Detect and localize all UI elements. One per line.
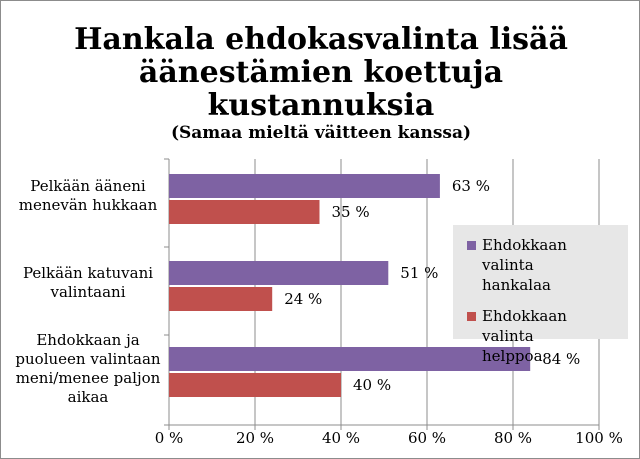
- data-label-s1-c1: 63 %: [451, 177, 490, 195]
- legend: Ehdokkaan valinta hankalaa Ehdokkaan val…: [453, 225, 628, 365]
- x-tick-label-100: 100 %: [575, 429, 623, 447]
- category-label-1: Pelkään ääneni menevän hukkaan: [13, 177, 163, 215]
- category-label-3-line-3: meni/menee paljon: [15, 369, 161, 387]
- data-label-s1-c3: 84 %: [542, 350, 581, 368]
- chart-title-block: Hankala ehdokasvalinta lisää äänestämien…: [61, 23, 581, 144]
- data-label-s2-c1: 35 %: [331, 203, 370, 221]
- category-label-2-line-1: Pelkään katuvani: [22, 264, 154, 282]
- category-label-2: Pelkään katuvani valintaani: [13, 264, 163, 302]
- category-label-3-line-2: puolueen valintaan: [15, 350, 161, 368]
- bar-s2-c3: [169, 373, 341, 397]
- bar-s1-c1: [169, 174, 440, 198]
- legend-label-helppoa-line-2: helppoa: [482, 347, 543, 365]
- x-tick-label-60: 60 %: [407, 429, 447, 447]
- legend-item-hankalaa: Ehdokkaan valinta hankalaa: [467, 235, 620, 295]
- chart-subtitle: (Samaa mieltä väitteen kanssa): [170, 123, 472, 143]
- x-tick-label-40: 40 %: [321, 429, 361, 447]
- category-label-2-line-2: valintaani: [50, 283, 126, 301]
- legend-label-hankalaa: Ehdokkaan valinta hankalaa: [482, 235, 620, 295]
- data-label-s2-c2: 24 %: [284, 290, 323, 308]
- legend-label-helppoa-line-1: Ehdokkaan valinta: [482, 307, 567, 345]
- chart-title-line-1: Hankala ehdokasvalinta lisää: [74, 22, 568, 57]
- bar-s1-c2: [169, 261, 389, 285]
- bar-s1-c3: [169, 347, 531, 371]
- legend-swatch-helppoa: [467, 312, 476, 321]
- chart-title-line-3: kustannuksia: [207, 88, 435, 123]
- legend-label-helppoa: Ehdokkaan valinta helppoa: [482, 306, 620, 366]
- data-label-s1-c2: 51 %: [400, 264, 439, 282]
- category-label-3-line-1: Ehdokkaan ja: [36, 331, 140, 349]
- x-tick-label-80: 80 %: [493, 429, 533, 447]
- legend-label-hankalaa-line-2: hankalaa: [482, 276, 551, 294]
- category-label-1-line-2: menevän hukkaan: [18, 196, 158, 214]
- category-label-3: Ehdokkaan ja puolueen valintaan meni/men…: [13, 331, 163, 407]
- bar-s2-c2: [169, 287, 273, 311]
- bar-s2-c1: [169, 200, 320, 224]
- chart-title-line-2: äänestämien koettuja: [138, 55, 504, 90]
- legend-swatch-hankalaa: [467, 241, 476, 250]
- category-label-3-line-4: aikaa: [67, 388, 109, 406]
- data-label-s2-c3: 40 %: [353, 376, 392, 394]
- legend-label-hankalaa-line-1: Ehdokkaan valinta: [482, 236, 567, 274]
- x-tick-label-0: 0 %: [154, 429, 184, 447]
- category-label-1-line-1: Pelkään ääneni: [30, 177, 146, 195]
- legend-item-helppoa: Ehdokkaan valinta helppoa: [467, 306, 620, 366]
- x-tick-label-20: 20 %: [235, 429, 275, 447]
